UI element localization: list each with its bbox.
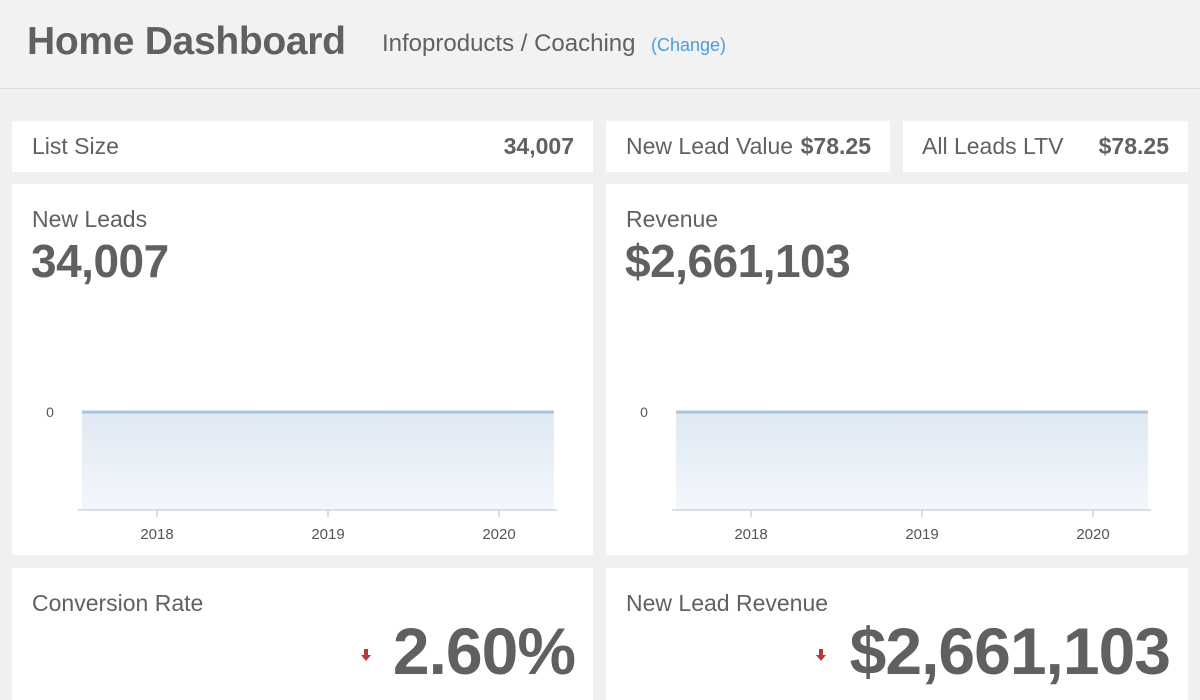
conversion-rate-value: 2.60%: [392, 614, 576, 688]
all-leads-ltv-value: $78.25: [1098, 133, 1169, 159]
list-size-value: 34,007: [503, 133, 574, 159]
series-area: [676, 412, 1148, 510]
series-area: [82, 412, 554, 510]
revenue-card: Revenue $2,661,103 0 2018 2019 2020: [606, 184, 1188, 555]
page-title: Home Dashboard: [27, 20, 346, 63]
x-tick-label: 2019: [311, 526, 344, 543]
change-business-type-link[interactable]: (Change): [651, 35, 727, 55]
new-lead-revenue-value: $2,661,103: [849, 614, 1171, 688]
y-tick-label: 0: [46, 404, 54, 420]
new-leads-chart: 0 2018 2019 2020: [46, 404, 557, 543]
header-bar: Home Dashboard Infoproducts / Coaching (…: [0, 0, 1200, 89]
all-leads-ltv-card: All Leads LTV $78.25: [903, 121, 1188, 172]
revenue-chart: 0 2018 2019 2020: [640, 404, 1151, 543]
arrow-down-icon: [816, 649, 826, 661]
list-size-card: List Size 34,007: [12, 121, 593, 172]
new-lead-value-value: $78.25: [800, 133, 871, 159]
x-tick-label: 2018: [734, 526, 767, 543]
x-tick-label: 2020: [482, 526, 515, 543]
revenue-value: $2,661,103: [625, 235, 851, 287]
new-lead-revenue-label: New Lead Revenue: [626, 590, 829, 616]
new-leads-card: New Leads 34,007 0 2018 2019 2020: [12, 184, 593, 555]
new-leads-value: 34,007: [31, 235, 169, 287]
x-tick-label: 2020: [1076, 526, 1109, 543]
revenue-label: Revenue: [626, 206, 719, 232]
conversion-rate-label: Conversion Rate: [32, 590, 204, 616]
new-lead-value-card: New Lead Value $78.25: [606, 121, 890, 172]
new-lead-revenue-card: New Lead Revenue $2,661,103: [606, 568, 1188, 700]
x-tick-label: 2019: [905, 526, 938, 543]
conversion-rate-card: Conversion Rate 2.60%: [12, 568, 593, 700]
new-lead-value-label: New Lead Value: [626, 133, 794, 159]
arrow-down-icon: [361, 649, 371, 661]
new-leads-label: New Leads: [32, 206, 148, 232]
y-tick-label: 0: [640, 404, 648, 420]
all-leads-ltv-label: All Leads LTV: [922, 133, 1064, 159]
business-type-label: Infoproducts / Coaching: [382, 30, 636, 57]
list-size-label: List Size: [32, 133, 119, 159]
x-tick-label: 2018: [140, 526, 173, 543]
